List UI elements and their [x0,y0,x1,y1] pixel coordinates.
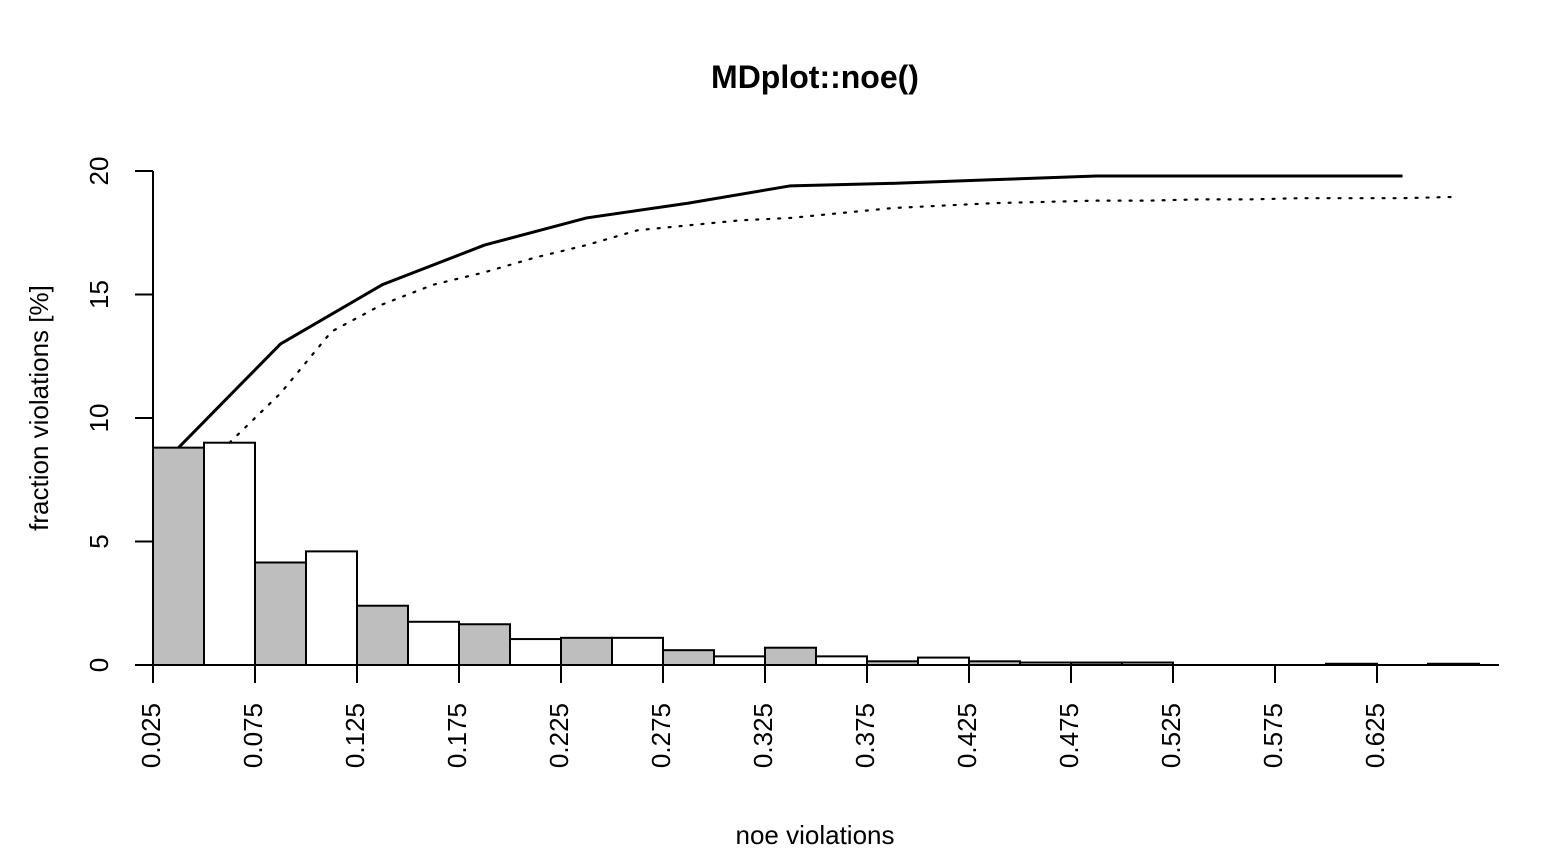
histogram-bar [305,550,358,667]
y-tick-label: 0 [84,658,114,672]
y-tick-label: 20 [84,157,114,186]
histogram-bar [764,646,817,667]
solid-cumulative-line [177,174,1403,449]
chart-title: MDplot::noe() [711,59,919,95]
histogram-bar [152,446,205,667]
histogram-bar [917,656,970,667]
bars-layer [152,441,1480,667]
dotted-cumulative-line [228,195,1455,444]
x-tick-label: 0.025 [136,703,166,768]
x-tick-label: 0.425 [952,703,982,768]
histogram-bar [407,620,460,667]
x-tick-label: 0.075 [238,703,268,768]
x-axis: 0.025 0.075 0.125 0.175 0.225 0.275 0.325 0.375… [136,664,1499,768]
x-tick-label: 0.125 [340,703,370,768]
y-axis: 0 5 10 15 20 [84,157,154,672]
histogram-bar [458,623,511,666]
histogram-bar [713,655,766,666]
histogram-bar [662,649,715,666]
y-tick-label: 5 [84,534,114,548]
x-tick-label: 0.575 [1258,703,1288,768]
x-tick-label: 0.525 [1156,703,1186,768]
x-tick-label: 0.325 [748,703,778,768]
x-tick-label: 0.225 [544,703,574,768]
x-axis-label: noe violations [736,820,895,850]
y-axis-label: fraction violations [%] [24,285,54,531]
y-tick-label: 15 [84,280,114,309]
x-tick-label: 0.175 [442,703,472,768]
histogram-bar [203,441,256,667]
y-tick-label: 10 [84,404,114,433]
x-tick-label: 0.475 [1054,703,1084,768]
histogram-bar [509,638,562,667]
histogram-bar [560,636,613,667]
x-tick-label: 0.625 [1360,703,1390,768]
x-tick-label: 0.275 [646,703,676,768]
histogram-bar [254,561,307,666]
x-tick-label: 0.375 [850,703,880,768]
histogram-bar [815,655,868,666]
lines-layer [177,174,1455,449]
histogram-bar [611,636,664,667]
histogram-bar [356,604,409,666]
